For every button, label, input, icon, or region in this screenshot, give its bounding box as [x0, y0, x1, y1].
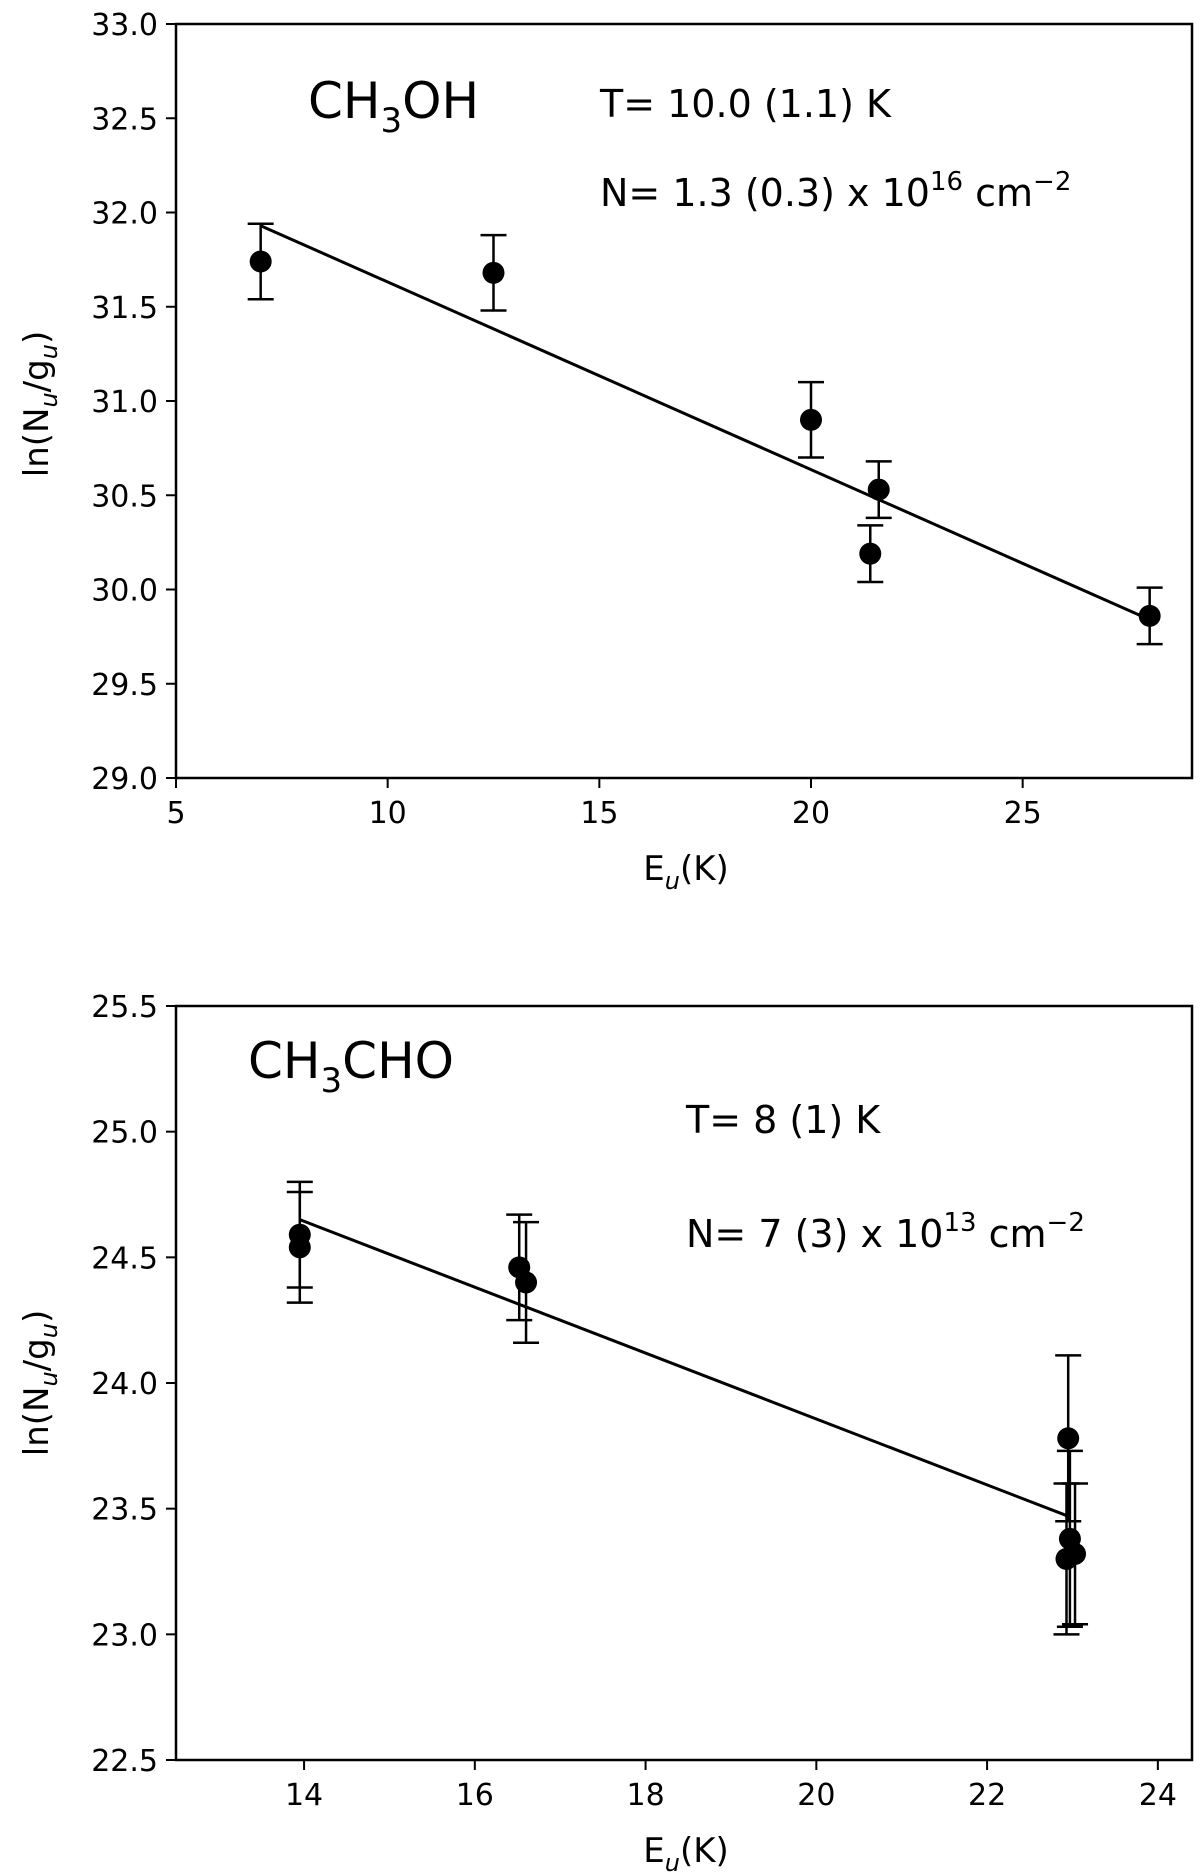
- panel-1-y-tick-label: 32.5: [91, 102, 158, 137]
- panel-1-x-tick-label: 15: [580, 796, 618, 831]
- panel-1-marker: [482, 261, 505, 284]
- panel-2-data-point: [513, 1220, 540, 1345]
- panel-1-data-point: [1136, 586, 1163, 646]
- panel-1-x-tick-label: 25: [1004, 796, 1042, 831]
- panel-2-y-axis-label: ln(Nu/gu): [17, 1310, 63, 1456]
- panel-2-x-tick-label: 24: [1139, 1778, 1177, 1813]
- panel-1-column-density-annotation: N= 1.3 (0.3) x 1016 cm−2: [600, 167, 1071, 215]
- panel-1-data-point: [480, 233, 507, 312]
- panel-1-data-point: [798, 380, 824, 459]
- panel-1-y-tick-label: 30.0: [91, 574, 158, 609]
- panel-2-fit-line: [299, 1218, 1069, 1518]
- panel-1-marker: [859, 542, 882, 565]
- panel-1-fit-line: [260, 224, 1151, 622]
- panel-2-data-point: [1055, 1354, 1082, 1523]
- panel-2-y-tick-label: 22.5: [91, 1744, 158, 1779]
- panel-1-species-label: CH3OH: [308, 72, 479, 141]
- panel-2-data-point: [1062, 1482, 1089, 1626]
- panel-2-column-density-annotation: N= 7 (3) x 1013 cm−2: [686, 1208, 1085, 1256]
- panel-2-x-axis-label: Eu(K): [643, 1831, 729, 1875]
- panel-1-data-point: [247, 222, 274, 301]
- panel-2-y-tick-label: 24.5: [91, 1241, 158, 1276]
- panel-2-x-tick-label: 18: [626, 1778, 664, 1813]
- panel-2-temperature-annotation: T= 8 (1) K: [685, 1098, 881, 1142]
- panel-1-x-axis-label: Eu(K): [643, 849, 729, 895]
- panel-1-y-tick-label: 29.5: [91, 668, 158, 703]
- panel-1-y-tick-label: 33.0: [91, 8, 158, 43]
- panel-2-y-tick-label: 25.5: [91, 990, 158, 1025]
- panel-2-data-point: [506, 1213, 533, 1322]
- panel-1-marker: [867, 478, 890, 501]
- panel-1-data-point: [857, 524, 884, 584]
- panel-1-marker: [800, 408, 822, 431]
- panel-2-marker: [1064, 1542, 1087, 1565]
- panel-1-data-point: [865, 460, 892, 520]
- panel-2-plot-frame: [174, 1004, 1194, 1762]
- panel-1-y-tick-label: 31.0: [91, 385, 158, 420]
- panel-2-marker: [288, 1236, 311, 1259]
- panel-1-marker: [249, 250, 272, 273]
- panel-2-y-tick-label: 23.5: [91, 1493, 158, 1528]
- panel-1-temperature-annotation: T= 10.0 (1.1) K: [599, 82, 892, 126]
- panel-2-data-point: [286, 1190, 313, 1304]
- panel-1-x-tick-label: 20: [792, 796, 830, 831]
- panel-2-species-label: CH3CHO: [248, 1032, 454, 1101]
- panel-2-data-point: [1056, 1449, 1083, 1629]
- panel-1-y-tick-label: 30.5: [91, 479, 158, 514]
- panel-2-y-tick-label: 24.0: [91, 1367, 158, 1402]
- panel-1-x-tick-label: 10: [369, 796, 407, 831]
- panel-1: 5 10 15 20 25 29.0 29.5 30.0 30.5 31.0 31.5 32.0 32.…: [17, 8, 1194, 895]
- panel-1-y-axis-label: ln(Nu/gu): [17, 331, 63, 477]
- panel-2-y-tick-label: 25.0: [91, 1116, 158, 1151]
- panel-2-x-tick-label: 22: [968, 1778, 1006, 1813]
- panel-2: 14 16 18 20 22 24 22.5 23.0 23.5 24.0 24.5 25.0 25.5…: [17, 990, 1194, 1875]
- panel-2-x-tick-label: 20: [797, 1778, 835, 1813]
- panel-1-y-tick-label: 31.5: [91, 291, 158, 326]
- panel-2-marker: [1057, 1427, 1080, 1450]
- panel-1-plot-frame: [174, 22, 1194, 780]
- panel-2-marker: [515, 1271, 538, 1294]
- panel-2-x-tick-label: 14: [285, 1778, 323, 1813]
- panel-2-y-tick-label: 23.0: [91, 1618, 158, 1653]
- panel-1-y-tick-label: 29.0: [91, 762, 158, 797]
- panel-1-marker: [1138, 604, 1161, 627]
- panel-1-y-tick-label: 32.0: [91, 197, 158, 232]
- panel-2-x-tick-label: 16: [456, 1778, 494, 1813]
- panel-1-x-tick-label: 5: [166, 796, 185, 831]
